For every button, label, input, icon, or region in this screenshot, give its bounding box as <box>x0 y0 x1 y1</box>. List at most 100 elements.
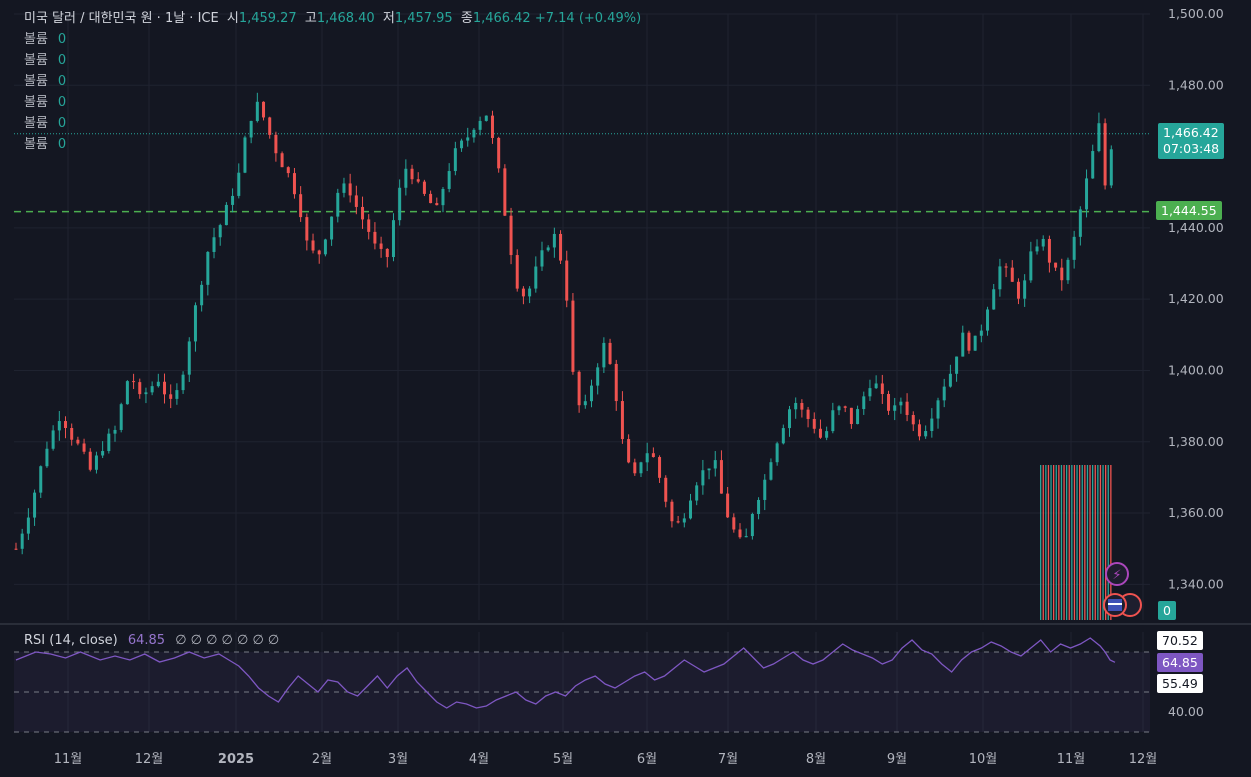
volume-value: 0 <box>57 74 67 89</box>
y-tick-label: 1,440.00 <box>1168 220 1224 235</box>
candle-body <box>682 518 686 523</box>
candle-body <box>695 485 699 501</box>
candle-body <box>1066 259 1070 281</box>
candle-body <box>144 392 148 395</box>
y-tick-label: 1,420.00 <box>1168 291 1224 306</box>
rsi-axis-label: 40.00 <box>1168 704 1204 719</box>
horizontal-line-tag[interactable]: 1,444.55 <box>1156 201 1222 220</box>
volume-bar <box>1092 465 1094 620</box>
candle-body <box>212 237 216 252</box>
x-tick-label: 9월 <box>887 752 907 767</box>
candle-body <box>608 342 612 364</box>
rsi-legend[interactable]: RSI (14, close) 64.85 ∅ ∅ ∅ ∅ ∅ ∅ ∅ <box>24 633 279 648</box>
candle-body <box>113 429 117 434</box>
candle-body <box>688 500 692 519</box>
candle-body <box>899 401 903 406</box>
candle-body <box>224 204 228 226</box>
candle-body <box>20 533 24 549</box>
volume-row[interactable]: 볼륨 0 <box>24 29 641 50</box>
candle-body <box>107 433 111 452</box>
candle-body <box>880 383 884 395</box>
candle-body <box>1004 266 1008 268</box>
candle-body <box>757 499 761 514</box>
candle-body <box>169 394 173 399</box>
candle-body <box>552 233 556 248</box>
candle-body <box>998 266 1002 290</box>
candle-body <box>243 137 247 173</box>
candle-body <box>571 300 575 372</box>
candle-body <box>82 443 86 452</box>
candle-body <box>45 448 49 467</box>
candle-body <box>466 137 470 141</box>
volume-bar <box>1047 465 1050 620</box>
volume-value: 0 <box>57 116 67 131</box>
candle-body <box>831 410 835 432</box>
candle-body <box>453 148 457 172</box>
candle-body <box>664 477 668 502</box>
candle-body <box>404 168 408 188</box>
volume-value: 0 <box>57 95 67 110</box>
candle-body <box>299 194 303 218</box>
x-tick-label: 11월 <box>54 752 83 767</box>
volume-bar <box>1073 465 1076 620</box>
candle-body <box>447 171 451 189</box>
volume-bar <box>1089 465 1091 620</box>
candle-body <box>237 172 241 196</box>
close-value: 1,466.42 <box>472 11 531 26</box>
volume-bar <box>1058 465 1060 620</box>
candle-body <box>101 451 105 456</box>
volume-bar <box>1110 465 1112 620</box>
candle-body <box>249 120 253 138</box>
candle-body <box>1035 246 1039 252</box>
candle-body <box>620 401 624 440</box>
candle-body <box>274 134 278 154</box>
candle-body <box>193 305 197 342</box>
x-tick-label: 6월 <box>637 752 657 767</box>
x-tick-label: 10월 <box>969 752 998 767</box>
candle-body <box>330 216 334 240</box>
candle-body <box>379 243 383 249</box>
volume-label: 볼륨 <box>24 137 48 152</box>
low-value: 1,457.95 <box>394 11 453 26</box>
candle-body <box>874 383 878 389</box>
volume-row[interactable]: 볼륨 0 <box>24 50 641 71</box>
x-tick-label: 2025 <box>218 752 254 767</box>
candle-body <box>627 439 631 463</box>
candle-body <box>738 529 742 538</box>
rsi-value: 64.85 <box>127 633 166 648</box>
candle-body <box>719 460 723 494</box>
candle-body <box>707 468 711 471</box>
volume-bar <box>1055 465 1057 620</box>
volume-row[interactable]: 볼륨 0 <box>24 92 641 113</box>
lightning-glyph: ⚡ <box>1112 568 1121 583</box>
candle-body <box>1060 267 1064 281</box>
volume-row[interactable]: 볼륨 0 <box>24 113 641 134</box>
y-tick-label: 1,360.00 <box>1168 505 1224 520</box>
y-tick-label: 1,380.00 <box>1168 434 1224 449</box>
rsi-title: RSI (14, close) <box>24 633 118 648</box>
open-label: 시 <box>226 11 239 26</box>
symbol-title[interactable]: 미국 달러 / 대한민국 원 · 1날 · ICE <box>24 11 219 26</box>
candle-body <box>311 240 315 251</box>
candle-body <box>490 115 494 138</box>
candle-body <box>967 332 971 351</box>
candle-body <box>973 335 977 351</box>
candle-body <box>992 289 996 310</box>
volume-bar <box>1094 465 1096 620</box>
candle-body <box>633 462 637 474</box>
candle-body <box>775 443 779 463</box>
candle-body <box>744 536 748 538</box>
candle-body <box>361 206 365 220</box>
volume-row[interactable]: 볼륨 0 <box>24 134 641 155</box>
high-label: 고 <box>304 11 317 26</box>
volume-bar <box>1040 465 1042 620</box>
candle-body <box>336 192 340 217</box>
candle-body <box>639 462 643 474</box>
candle-body <box>156 381 160 387</box>
candle-body <box>385 248 389 258</box>
volume-row[interactable]: 볼륨 0 <box>24 71 641 92</box>
candle-body <box>1091 151 1095 179</box>
candle-body <box>645 453 649 463</box>
change-value: +7.14 (+0.49%) <box>534 11 642 26</box>
